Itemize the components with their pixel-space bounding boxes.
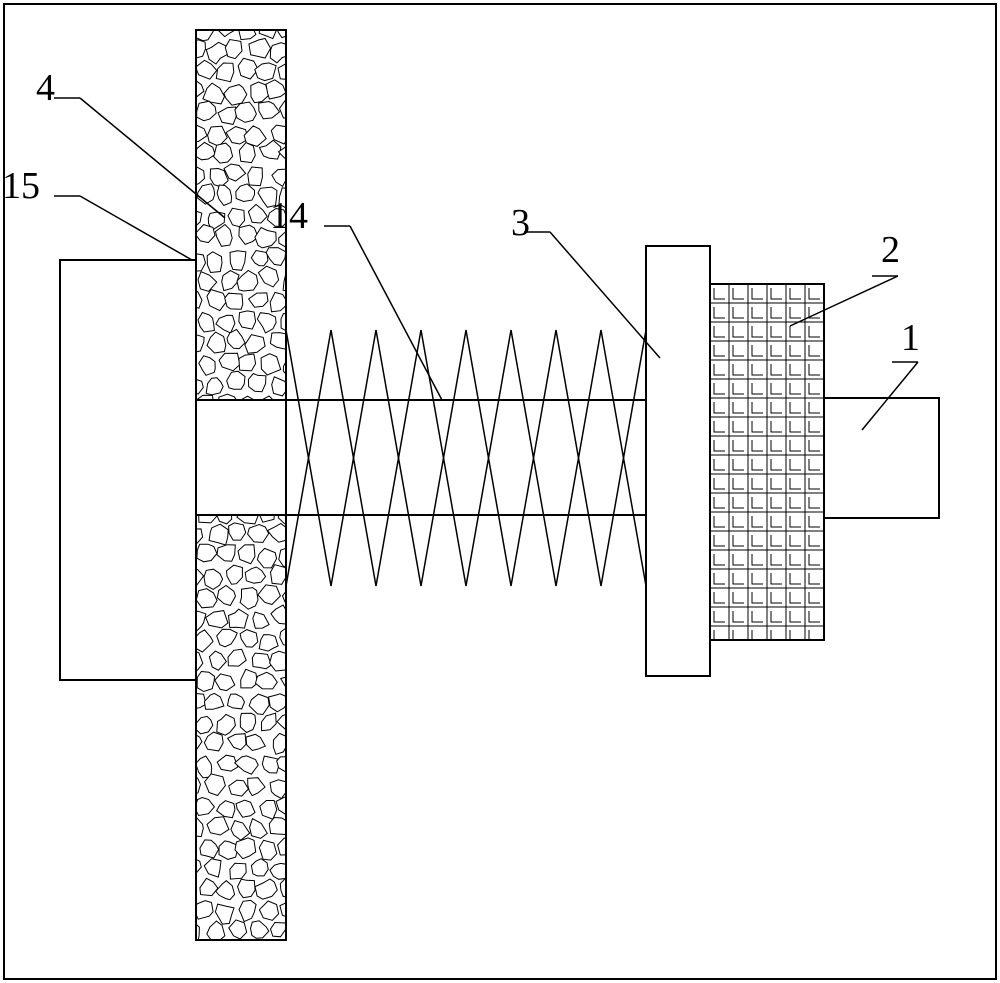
- end-block-1: [824, 398, 939, 518]
- label-4: 4: [36, 67, 55, 109]
- grid-block-2: [710, 284, 824, 641]
- engineering-diagram: 4 15 14 3 2 1: [0, 0, 1000, 983]
- label-2: 2: [881, 229, 900, 271]
- block-15: [60, 260, 196, 680]
- label-1: 1: [901, 317, 920, 359]
- label-15: 15: [2, 165, 40, 207]
- label-3: 3: [511, 202, 530, 244]
- spring-14: [286, 330, 646, 586]
- plate-3: [646, 246, 710, 676]
- shaft: [196, 400, 286, 515]
- label-14: 14: [270, 195, 308, 237]
- shaft-front: [286, 400, 646, 515]
